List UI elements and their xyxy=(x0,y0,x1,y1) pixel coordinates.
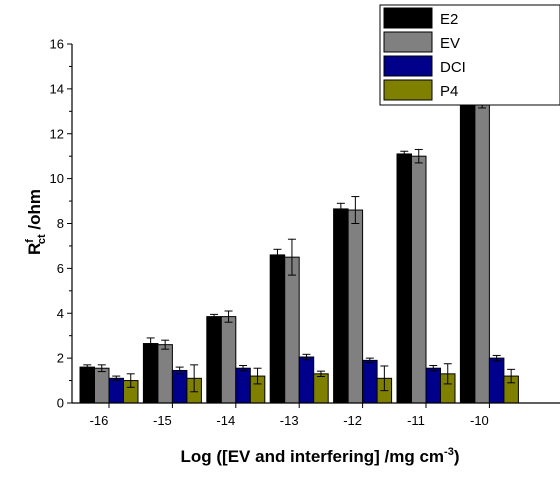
x-tick-label: -14 xyxy=(216,413,235,428)
bar-dci--13 xyxy=(298,356,315,404)
x-axis-title: Log ([EV and interfering] /mg cm-3) xyxy=(181,446,460,466)
error-bar-e2--16 xyxy=(83,364,92,370)
y-tick-label: 12 xyxy=(50,126,64,141)
error-bar-dci--15 xyxy=(175,366,184,375)
bar-ev--13 xyxy=(284,256,300,404)
bar-ev--11 xyxy=(411,155,427,404)
bar-ev--15 xyxy=(157,344,173,404)
bar-e2--13 xyxy=(269,254,286,404)
error-bar-dci--14 xyxy=(239,365,248,372)
legend-label-ev: EV xyxy=(440,35,460,52)
legend-swatch-p4 xyxy=(383,79,433,101)
legend: E2 EV DCI P4 xyxy=(379,4,560,106)
error-bar-p4--10 xyxy=(507,368,516,384)
error-bar-dci--12 xyxy=(365,357,374,364)
y-tick-label: 0 xyxy=(57,396,64,411)
y-tick-label: 8 xyxy=(57,216,64,231)
error-bar-p4--11 xyxy=(443,363,452,385)
error-bar-e2--15 xyxy=(146,337,155,350)
bar-dci--14 xyxy=(235,367,251,404)
y-axis-title: Rfct /ohm xyxy=(24,189,48,255)
legend-swatch-ev xyxy=(383,31,433,53)
bar-ev--16 xyxy=(94,367,110,404)
legend-swatch-dci xyxy=(383,55,433,77)
x-tick-label: -13 xyxy=(280,413,299,428)
x-tick-label: -12 xyxy=(343,413,362,428)
bar-e2--11 xyxy=(396,153,412,404)
axes-layer: 0 2 4 6 8 10 12 14 16 -16 -15 -14 -13 -12 -11 -10 xyxy=(50,37,560,428)
x-tick-label: -10 xyxy=(470,413,489,428)
bar-dci--12 xyxy=(362,359,378,404)
legend-swatch-e2 xyxy=(383,7,433,29)
bar-p4--13 xyxy=(313,373,329,404)
legend-label-dci: DCI xyxy=(440,59,466,76)
error-bar-p4--16 xyxy=(126,373,135,388)
bar-ev--10 xyxy=(474,98,490,404)
error-bar-dci--10 xyxy=(492,354,501,362)
x-tick-label: -11 xyxy=(407,413,425,428)
error-bar-ev--13 xyxy=(287,238,296,276)
bar-dci--11 xyxy=(425,367,441,404)
y-tick-label: 14 xyxy=(50,81,64,96)
x-tick-label: -16 xyxy=(90,413,109,428)
error-bar-p4--14 xyxy=(253,367,262,385)
bars-layer xyxy=(79,89,519,404)
error-bar-ev--16 xyxy=(97,364,106,373)
bar-e2--16 xyxy=(79,366,95,404)
y-tick-label: 6 xyxy=(57,261,64,276)
error-bar-p4--13 xyxy=(316,370,325,378)
y-tick-label: 2 xyxy=(57,351,64,366)
bar-e2--14 xyxy=(206,316,222,404)
bar-e2--15 xyxy=(142,343,159,404)
bar-dci--15 xyxy=(171,369,188,404)
bar-dci--10 xyxy=(488,357,505,404)
bar-dci--16 xyxy=(108,377,124,404)
bar-e2--10 xyxy=(459,95,476,404)
error-bar-dci--11 xyxy=(429,365,438,372)
error-bar-dci--16 xyxy=(112,375,121,382)
legend-label-e2: E2 xyxy=(440,11,458,28)
error-bar-e2--14 xyxy=(210,313,219,320)
y-tick-label: 10 xyxy=(50,171,64,186)
error-bar-e2--13 xyxy=(273,248,282,262)
bar-e2--12 xyxy=(333,208,349,404)
error-bar-ev--12 xyxy=(351,196,360,224)
y-tick-label: 16 xyxy=(50,37,64,52)
y-tick-label: 4 xyxy=(57,306,64,321)
error-bar-ev--15 xyxy=(161,339,170,350)
error-bar-e2--12 xyxy=(336,202,345,216)
error-bar-dci--13 xyxy=(302,353,311,361)
error-bar-ev--11 xyxy=(414,148,423,164)
error-bar-ev--14 xyxy=(224,310,233,323)
error-bar-e2--11 xyxy=(400,150,409,158)
x-tick-label: -15 xyxy=(153,413,172,428)
error-bar-p4--15 xyxy=(190,364,199,393)
error-bar-p4--12 xyxy=(380,365,389,392)
legend-label-p4: P4 xyxy=(440,83,458,100)
bar-ev--12 xyxy=(347,209,364,404)
bar-ev--14 xyxy=(220,316,237,404)
